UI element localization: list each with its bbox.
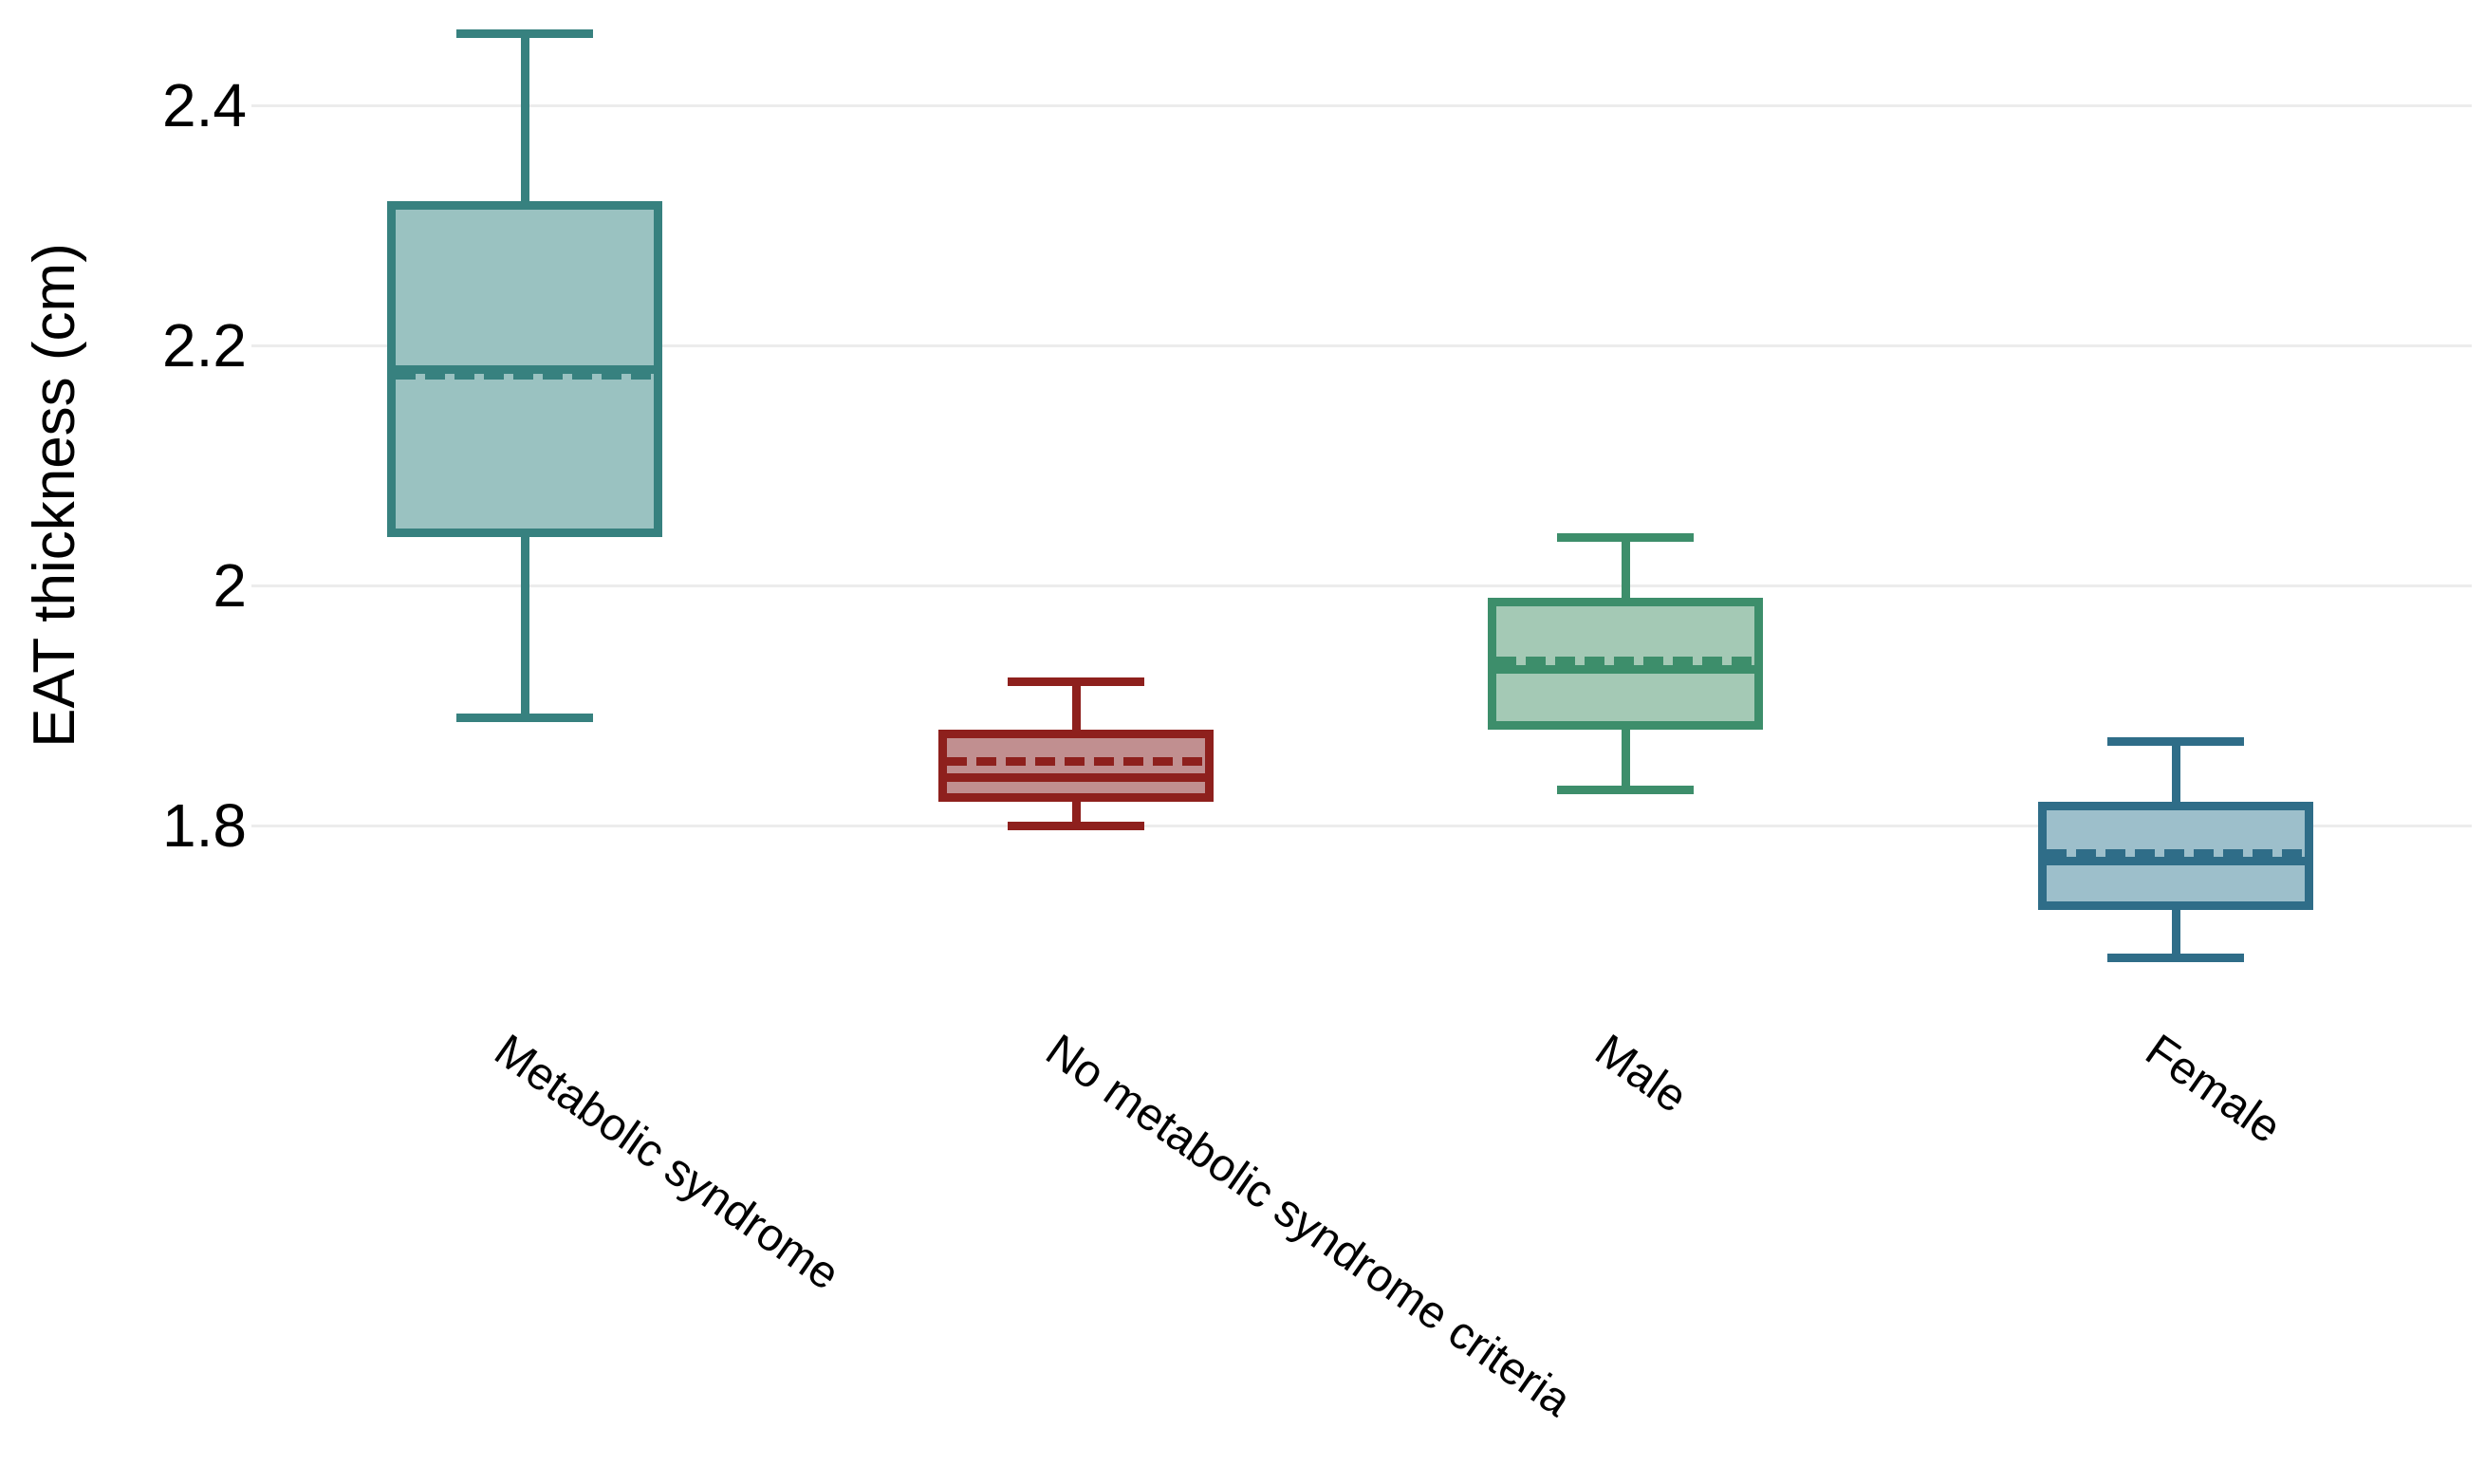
whisker-upper-cap-metabolic-syndrome — [456, 28, 593, 38]
category-label-female: Female — [2136, 1025, 2290, 1154]
whisker-lower-stem-metabolic-syndrome — [520, 537, 529, 718]
mean-line-no-metabolic-syndrome-criteria — [947, 757, 1205, 767]
whisker-upper-cap-no-metabolic-syndrome-criteria — [1008, 677, 1144, 686]
category-label-metabolic-syndrome: Metabolic syndrome — [485, 1025, 848, 1301]
mean-line-male — [1496, 657, 1754, 666]
gridline — [251, 343, 2472, 347]
whisker-lower-stem-male — [1621, 729, 1630, 790]
gridline — [251, 103, 2472, 107]
gridline — [251, 584, 2472, 587]
y-tick-label: 2.2 — [162, 311, 247, 380]
gridline — [251, 824, 2472, 827]
whisker-upper-stem-female — [2171, 741, 2180, 802]
whisker-lower-stem-female — [2171, 909, 2180, 958]
box-metabolic-syndrome — [387, 201, 662, 538]
y-tick-label: 2.4 — [162, 71, 247, 139]
whisker-upper-stem-no-metabolic-syndrome-criteria — [1071, 681, 1081, 730]
mean-line-female — [2047, 848, 2305, 858]
whisker-lower-stem-no-metabolic-syndrome-criteria — [1071, 801, 1081, 825]
category-label-male: Male — [1586, 1025, 1697, 1123]
mean-line-metabolic-syndrome — [396, 371, 654, 380]
whisker-lower-cap-female — [2107, 953, 2244, 962]
median-line-male — [1496, 665, 1754, 675]
whisker-upper-stem-male — [1621, 537, 1630, 598]
box-male — [1488, 597, 1763, 730]
box-no-metabolic-syndrome-criteria — [938, 729, 1214, 802]
median-line-female — [2047, 857, 2305, 866]
category-label-no-metabolic-syndrome-criteria: No metabolic syndrome criteria — [1036, 1025, 1581, 1427]
y-tick-label: 2 — [213, 551, 247, 620]
y-tick-label: 1.8 — [162, 791, 247, 860]
whisker-upper-cap-female — [2107, 736, 2244, 746]
median-line-metabolic-syndrome — [396, 364, 654, 374]
whisker-lower-cap-no-metabolic-syndrome-criteria — [1008, 821, 1144, 830]
whisker-lower-cap-male — [1557, 785, 1694, 794]
box-female — [2038, 801, 2313, 910]
whisker-lower-cap-metabolic-syndrome — [456, 713, 593, 722]
whisker-upper-cap-male — [1557, 532, 1694, 542]
median-line-no-metabolic-syndrome-criteria — [947, 772, 1205, 782]
whisker-upper-stem-metabolic-syndrome — [520, 33, 529, 202]
